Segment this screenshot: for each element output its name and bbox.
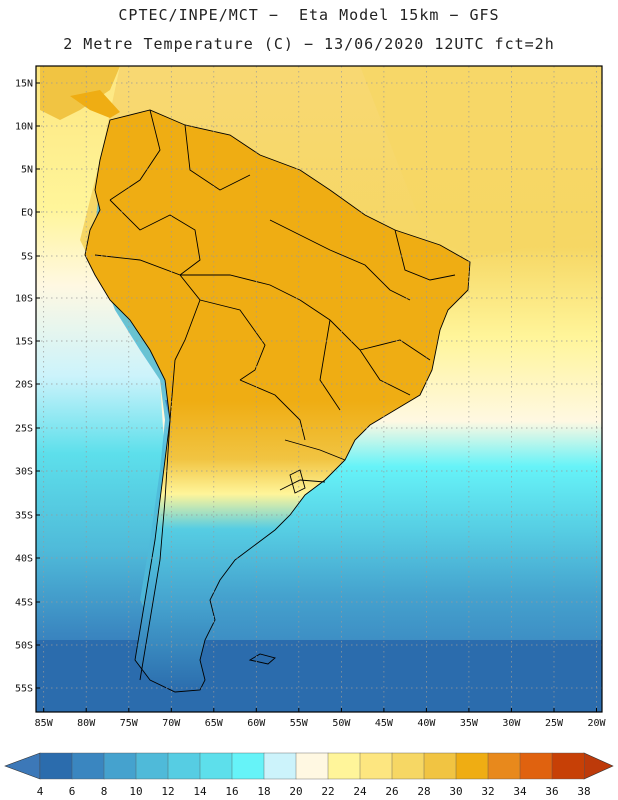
map-field — [36, 66, 602, 712]
lon-label: 45W — [375, 718, 394, 729]
lat-label: 5N — [21, 165, 33, 176]
colorbar-label: 36 — [545, 785, 558, 798]
lat-label: 15N — [15, 79, 33, 90]
colorbar-box — [103, 752, 137, 780]
lat-label: 35S — [15, 511, 33, 522]
lon-label: 35W — [460, 718, 479, 729]
lon-label: 85W — [35, 718, 54, 729]
colorbar-box — [263, 752, 297, 780]
colorbar-label: 26 — [385, 785, 398, 798]
lat-label: EQ — [21, 208, 33, 219]
lat-label: 25S — [15, 424, 33, 435]
map-subtitle: 2 Metre Temperature (C) − 13/06/2020 12U… — [63, 35, 555, 53]
colorbar-label: 18 — [257, 785, 270, 798]
central-america — [40, 66, 120, 120]
colorbar-label: 16 — [225, 785, 238, 798]
colorbar-box — [231, 752, 265, 780]
colorbar-box — [487, 752, 521, 780]
colorbar-boxes — [39, 752, 585, 780]
colorbar-label: 38 — [577, 785, 590, 798]
lat-label: 45S — [15, 598, 33, 609]
lon-label: 65W — [205, 718, 224, 729]
colorbar-box — [39, 752, 73, 780]
colorbar-label: 12 — [161, 785, 174, 798]
colorbar-label: 20 — [289, 785, 302, 798]
lon-label: 70W — [162, 718, 181, 729]
pacific-field — [36, 66, 165, 712]
lat-label: 15S — [15, 337, 33, 348]
lat-label: 30S — [15, 467, 33, 478]
colorbar-label: 4 — [37, 785, 44, 798]
lat-label: 40S — [15, 554, 33, 565]
lat-label: 5S — [21, 252, 33, 263]
colorbar-box — [455, 752, 489, 780]
colorbar-low-arrow — [4, 752, 41, 780]
lat-label: 55S — [15, 684, 33, 695]
colorbar-label: 14 — [193, 785, 207, 798]
lat-label: 10S — [15, 294, 33, 305]
lat-label: 50S — [15, 641, 33, 652]
colorbar-label: 34 — [513, 785, 527, 798]
lon-label: 30W — [502, 718, 521, 729]
colorbar-box — [71, 752, 105, 780]
colorbar-label: 30 — [449, 785, 462, 798]
longitude-labels: 85W 80W 75W 70W 65W 60W 55W 50W 45W 40W … — [35, 718, 607, 729]
colorbar-box — [327, 752, 361, 780]
colorbar: 4 6 8 10 12 14 16 18 20 22 24 26 28 30 32 34 36 38 — [4, 752, 614, 798]
colorbar-label: 10 — [129, 785, 142, 798]
lon-label: 75W — [120, 718, 139, 729]
colorbar-box — [391, 752, 425, 780]
axis-ticks — [36, 82, 597, 712]
map-title: CPTEC/INPE/MCT − Eta Model 15km − GFS — [118, 6, 500, 24]
colorbar-label: 8 — [101, 785, 108, 798]
lon-label: 40W — [417, 718, 436, 729]
colorbar-box — [423, 752, 457, 780]
colorbar-label: 22 — [321, 785, 334, 798]
lon-label: 25W — [545, 718, 564, 729]
lon-label: 60W — [247, 718, 266, 729]
atlantic-warm-band — [360, 66, 602, 260]
panama — [70, 90, 120, 118]
colorbar-box — [135, 752, 169, 780]
colorbar-high-arrow — [583, 752, 614, 780]
colorbar-box — [167, 752, 201, 780]
colorbar-box — [295, 752, 329, 780]
colorbar-labels: 4 6 8 10 12 14 16 18 20 22 24 26 28 30 32 34 36 38 — [37, 785, 591, 798]
lat-label: 10N — [15, 122, 33, 133]
southern-ocean — [36, 640, 602, 712]
lat-label: 20S — [15, 380, 33, 391]
colorbar-label: 6 — [69, 785, 76, 798]
colorbar-box — [359, 752, 393, 780]
lon-label: 20W — [587, 718, 606, 729]
lon-label: 55W — [290, 718, 309, 729]
colorbar-label: 24 — [353, 785, 367, 798]
colorbar-box — [199, 752, 233, 780]
lon-label: 50W — [332, 718, 351, 729]
colorbar-box — [551, 752, 585, 780]
latitude-labels: 15N 10N 5N EQ 5S 10S 15S 20S 25S 30S 35S… — [15, 79, 33, 695]
colorbar-box — [519, 752, 553, 780]
colorbar-label: 28 — [417, 785, 430, 798]
map-frame — [35, 65, 603, 713]
country-borders — [84, 109, 471, 693]
lon-label: 80W — [77, 718, 96, 729]
colorbar-label: 32 — [481, 785, 494, 798]
